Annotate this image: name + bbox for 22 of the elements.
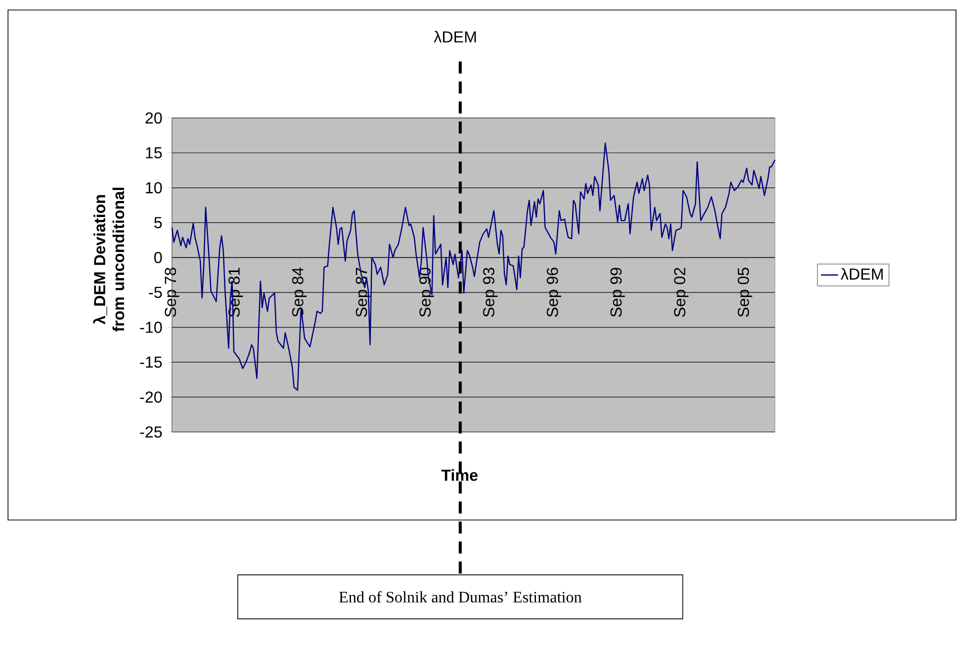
y-tick-label: 5 [154, 217, 162, 228]
chart-title: λDEM [434, 30, 476, 42]
y-tick-label: 0 [154, 252, 162, 264]
y-tick-label: 20 [146, 112, 162, 124]
ref-line-label: End of Solnik and Dumas’ Estimation [339, 591, 582, 603]
x-tick-label: Sep 84 [292, 268, 307, 317]
x-tick-label: Sep 05 [738, 268, 752, 317]
x-tick-label: Sep 99 [610, 268, 625, 317]
x-tick-label: Sep 02 [674, 268, 689, 317]
legend-label: λDEM [840, 268, 883, 280]
x-tick-label: Sep 93 [483, 268, 498, 317]
y-tick-label: -10 [140, 322, 162, 333]
y-tick-label: -25 [140, 426, 162, 438]
y-tick-label: -15 [140, 356, 162, 368]
y-tick-label: 10 [146, 182, 162, 194]
y-axis-title: λ_DEM Deviation from unconditional [93, 188, 124, 332]
x-tick-label: Sep 78 [164, 268, 180, 317]
y-tick-label: -20 [140, 391, 162, 403]
y-tick-label: -5 [149, 286, 162, 298]
x-tick-label: Sep 96 [546, 268, 562, 317]
x-axis-title: Time [441, 469, 478, 481]
y-tick-label: 15 [146, 147, 162, 158]
